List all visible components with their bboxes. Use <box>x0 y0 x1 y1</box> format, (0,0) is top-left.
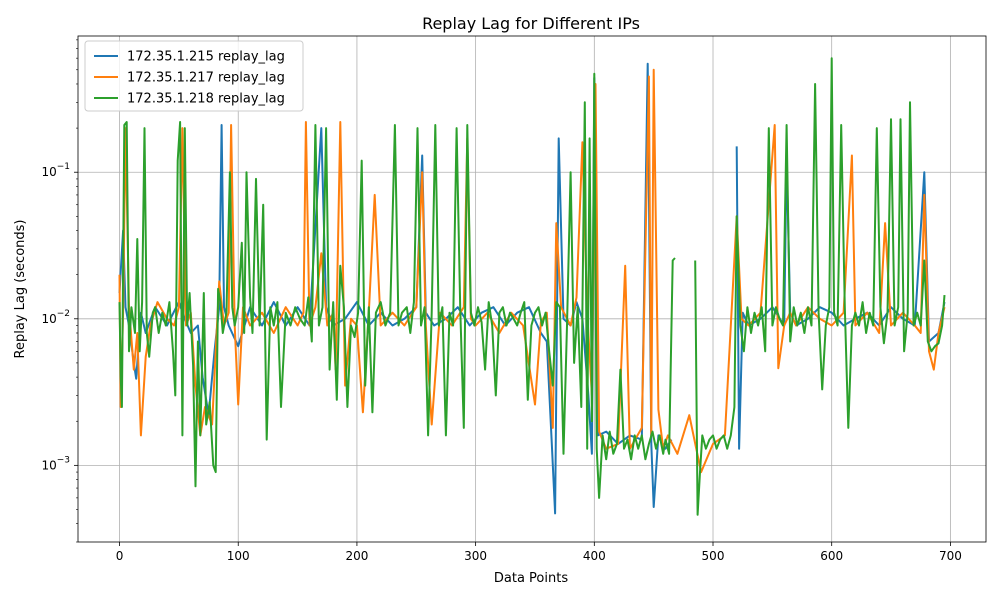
series-line-1 <box>118 68 946 474</box>
y-tick-label: 10−3 <box>41 455 70 472</box>
legend-box <box>84 40 304 112</box>
x-tick-label: 200 <box>345 549 368 563</box>
legend-label: 172.35.1.215 replay_lag <box>127 50 285 65</box>
y-axis-label: Replay Lag (seconds) <box>13 220 28 359</box>
y-tick-label: 10−1 <box>41 162 70 179</box>
legend-label: 172.35.1.217 replay_lag <box>127 71 285 86</box>
x-axis-ticks: 0 100 200 300 400 500 600 700 <box>116 542 962 563</box>
y-tick-label: 10−2 <box>41 309 70 326</box>
x-tick-label: 700 <box>939 549 962 563</box>
x-tick-label: 300 <box>464 549 487 563</box>
legend: 172.35.1.215 replay_lag 172.35.1.217 repl… <box>84 40 304 112</box>
chart-title: Replay Lag for Different IPs <box>422 14 640 33</box>
x-axis-label: Data Points <box>494 571 568 586</box>
x-tick-label: 100 <box>227 549 250 563</box>
x-tick-label: 500 <box>702 549 725 563</box>
x-tick-label: 400 <box>583 549 606 563</box>
series-lines <box>118 57 946 516</box>
x-tick-label: 0 <box>116 549 124 563</box>
y-axis-ticks: 10−3 10−2 10−1 <box>41 39 78 543</box>
series-line-2 <box>118 57 946 516</box>
plot-frame <box>77 35 987 543</box>
legend-label: 172.35.1.218 replay_lag <box>127 92 285 107</box>
x-tick-label: 600 <box>820 549 843 563</box>
